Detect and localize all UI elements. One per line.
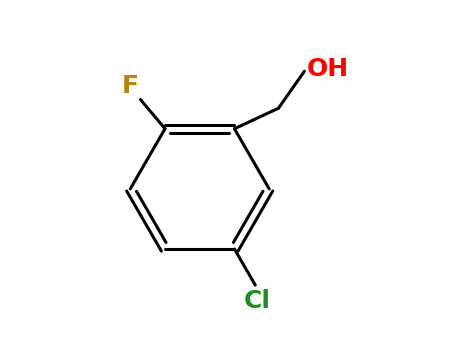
Text: Cl: Cl [243,289,271,313]
Text: OH: OH [307,57,349,82]
Text: F: F [122,74,139,98]
